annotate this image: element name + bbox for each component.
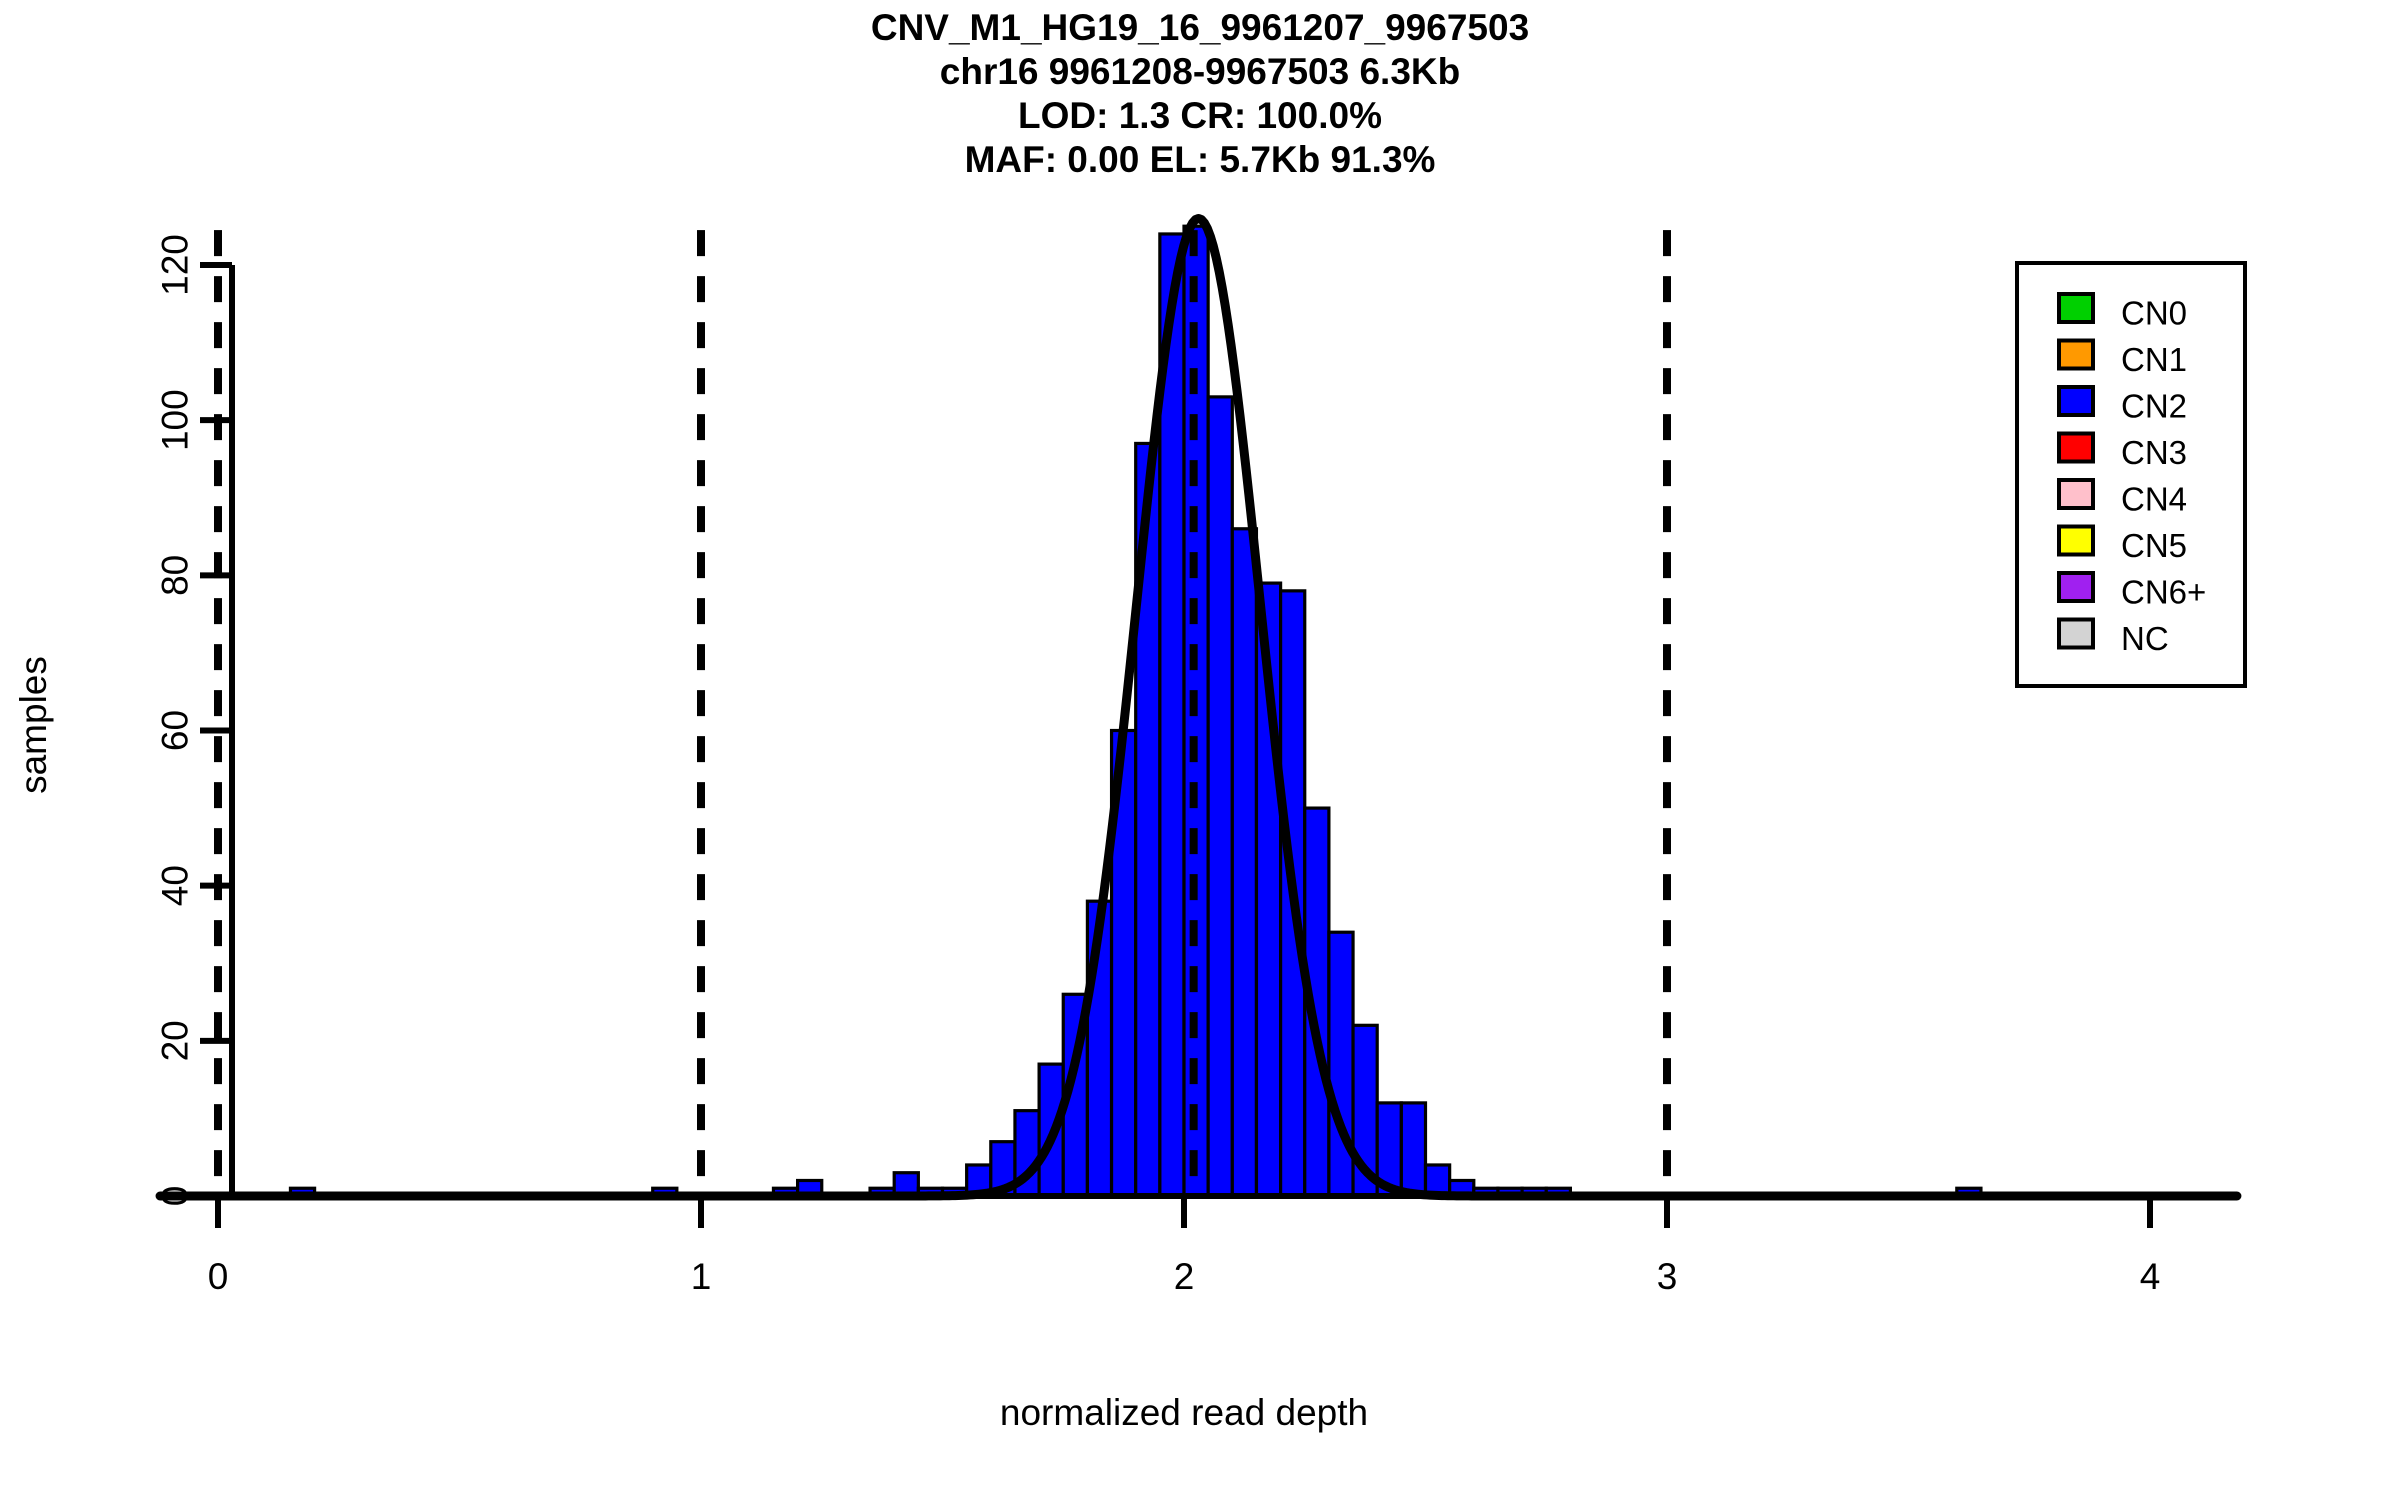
axes [160, 262, 2237, 1228]
x-tick-label: 0 [208, 1256, 229, 1297]
y-tick-label: 80 [155, 555, 196, 596]
x-axis-label: normalized read depth [1000, 1392, 1368, 1433]
legend-label-cn5: CN5 [2121, 527, 2187, 564]
legend-swatch-cn6plus [2057, 571, 2095, 603]
histogram-bar [1399, 1101, 1428, 1198]
legend-swatch-cn1 [2057, 338, 2095, 371]
histogram-bar [1254, 581, 1283, 1198]
y-tick-label: 40 [155, 865, 196, 906]
legend-swatch-cn2 [2057, 385, 2095, 417]
legend-swatch-cn0 [2057, 292, 2095, 324]
legend-label-nc: NC [2121, 620, 2169, 657]
legend-label-cn0: CN0 [2121, 295, 2187, 332]
y-tick-label: 120 [155, 234, 196, 296]
legend-label-cn6plus: CN6+ [2121, 574, 2206, 611]
y-tick-label: 0 [155, 1186, 196, 1207]
histogram-bar [1206, 395, 1234, 1198]
legend-swatch-nc [2057, 617, 2095, 650]
legend-label-cn2: CN2 [2121, 388, 2187, 425]
legend-swatch-cn3 [2057, 431, 2095, 464]
histogram-bars [288, 224, 1983, 1198]
legend-border [2015, 261, 2247, 688]
y-tick-label: 20 [155, 1020, 196, 1061]
reference-lines [214, 230, 1671, 1196]
legend-label-cn1: CN1 [2121, 341, 2187, 378]
y-tick-label: 60 [155, 710, 196, 751]
histogram-bar [1230, 527, 1259, 1198]
legend-swatch-cn5 [2057, 524, 2095, 557]
x-tick-label: 1 [691, 1256, 712, 1297]
histogram-bar [1327, 930, 1355, 1198]
legend-label-cn3: CN3 [2121, 434, 2187, 471]
x-tick-label: 3 [1657, 1256, 1678, 1297]
x-tick-label: 4 [2140, 1256, 2161, 1297]
legend-box: CN0 CN1 CN2 CN3 CN4 CN5 CN6+ NC [2015, 261, 2247, 688]
x-tick-label: 2 [1174, 1256, 1195, 1297]
y-axis-label: samples [13, 656, 54, 794]
y-tick-label: 100 [155, 389, 196, 451]
legend-label-cn4: CN4 [2121, 481, 2187, 518]
legend-swatch-cn4 [2057, 478, 2095, 510]
